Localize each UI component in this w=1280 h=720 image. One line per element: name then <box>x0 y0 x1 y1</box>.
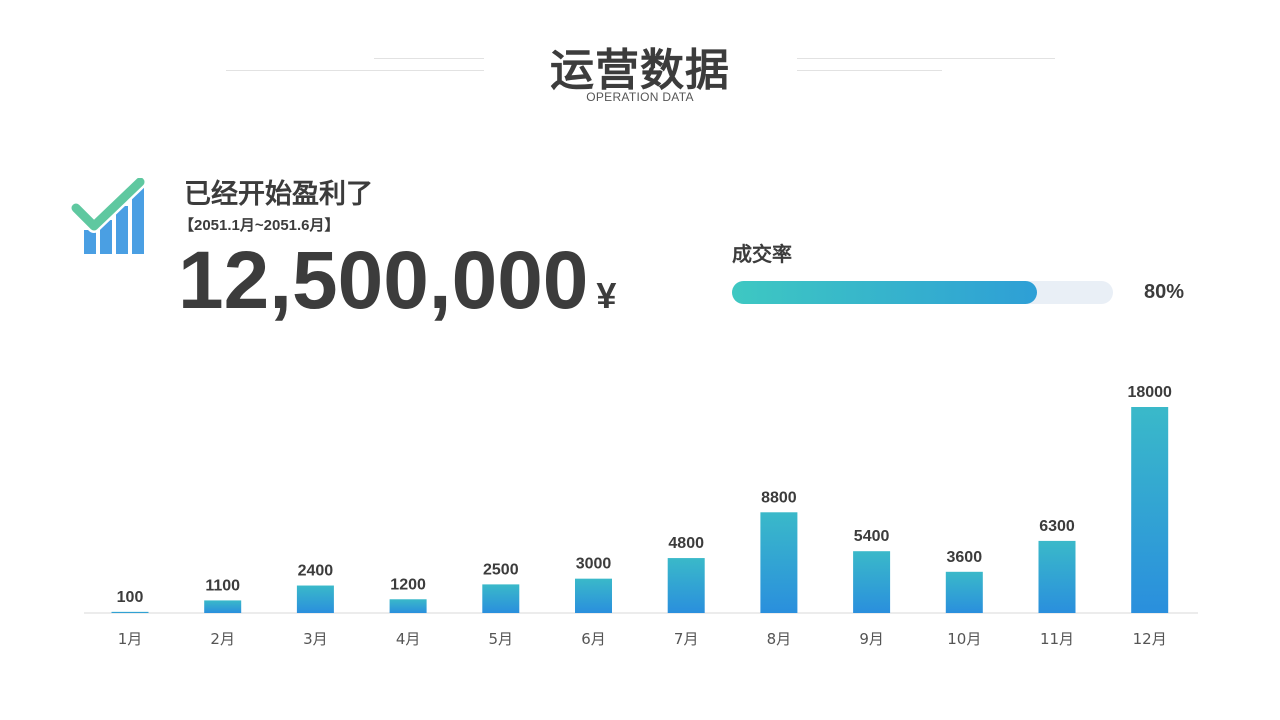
conversion-rate-fill <box>732 281 1037 304</box>
header-line-right-long <box>797 58 1055 59</box>
icon-bar-3 <box>116 206 128 254</box>
revenue-value: 12,500,000 <box>178 235 589 326</box>
revenue-amount: 12,500,000 ¥ <box>178 240 616 322</box>
conversion-rate-track <box>732 281 1113 304</box>
bar-12 <box>1131 407 1169 613</box>
icon-check-mark <box>71 178 145 231</box>
bar-3 <box>296 585 334 613</box>
bar-4 <box>389 599 427 613</box>
bar-value-label: 2500 <box>483 561 519 578</box>
bar-value-label: 1200 <box>390 576 426 593</box>
x-tick-label: 10月 <box>947 630 981 648</box>
bar-value-label: 6300 <box>1039 518 1075 535</box>
bar-1 <box>111 611 149 613</box>
x-tick-label: 3月 <box>303 630 328 648</box>
conversion-rate-label: 成交率 <box>732 244 792 266</box>
icon-bar-1 <box>84 230 96 254</box>
bars-layer: 100 1月 1100 2月 2400 3月 1200 4月 2500 5月 3000 6月 4800 7… <box>111 384 1172 648</box>
bar-2 <box>204 600 242 613</box>
bar-8 <box>760 512 798 613</box>
bar-value-label: 100 <box>117 589 144 606</box>
x-tick-label: 12月 <box>1133 630 1167 648</box>
x-tick-label: 8月 <box>767 630 792 648</box>
x-tick-label: 5月 <box>489 630 514 648</box>
bar-value-label: 8800 <box>761 489 797 506</box>
header-line-right-short <box>797 70 942 71</box>
x-tick-label: 11月 <box>1040 630 1074 648</box>
bar-value-label: 2400 <box>298 563 334 580</box>
bar-7 <box>667 558 705 613</box>
page-title: 运营数据 <box>550 46 730 95</box>
bar-value-label: 1100 <box>205 577 240 594</box>
bar-6 <box>575 578 612 613</box>
x-tick-label: 2月 <box>210 630 235 648</box>
x-tick-label: 6月 <box>581 630 606 648</box>
bar-value-label: 3600 <box>947 549 983 566</box>
profit-headline: 已经开始盈利了 <box>184 179 373 209</box>
bar-9 <box>853 551 891 613</box>
bar-11 <box>1038 540 1076 613</box>
currency-symbol: ¥ <box>596 275 617 316</box>
x-tick-label: 9月 <box>859 630 884 648</box>
bar-value-label: 5400 <box>854 528 890 545</box>
conversion-rate-value: 80% <box>1144 281 1185 303</box>
check-chart-icon <box>70 178 147 254</box>
bar-value-label: 18000 <box>1127 384 1172 401</box>
page-subtitle: OPERATION DATA <box>586 90 694 104</box>
icon-bar-2 <box>100 220 112 254</box>
period-range: 【2051.1月~2051.6月】 <box>179 217 340 234</box>
bar-5 <box>482 584 520 613</box>
icon-bar-4 <box>132 184 144 254</box>
header-line-left-long <box>226 70 484 71</box>
x-tick-label: 1月 <box>118 630 143 648</box>
bar-10 <box>945 571 983 613</box>
x-tick-label: 4月 <box>396 630 421 648</box>
header-line-left-short <box>374 58 484 59</box>
bar-value-label: 4800 <box>668 535 704 552</box>
x-tick-label: 7月 <box>674 630 699 648</box>
bar-value-label: 3000 <box>576 556 612 573</box>
